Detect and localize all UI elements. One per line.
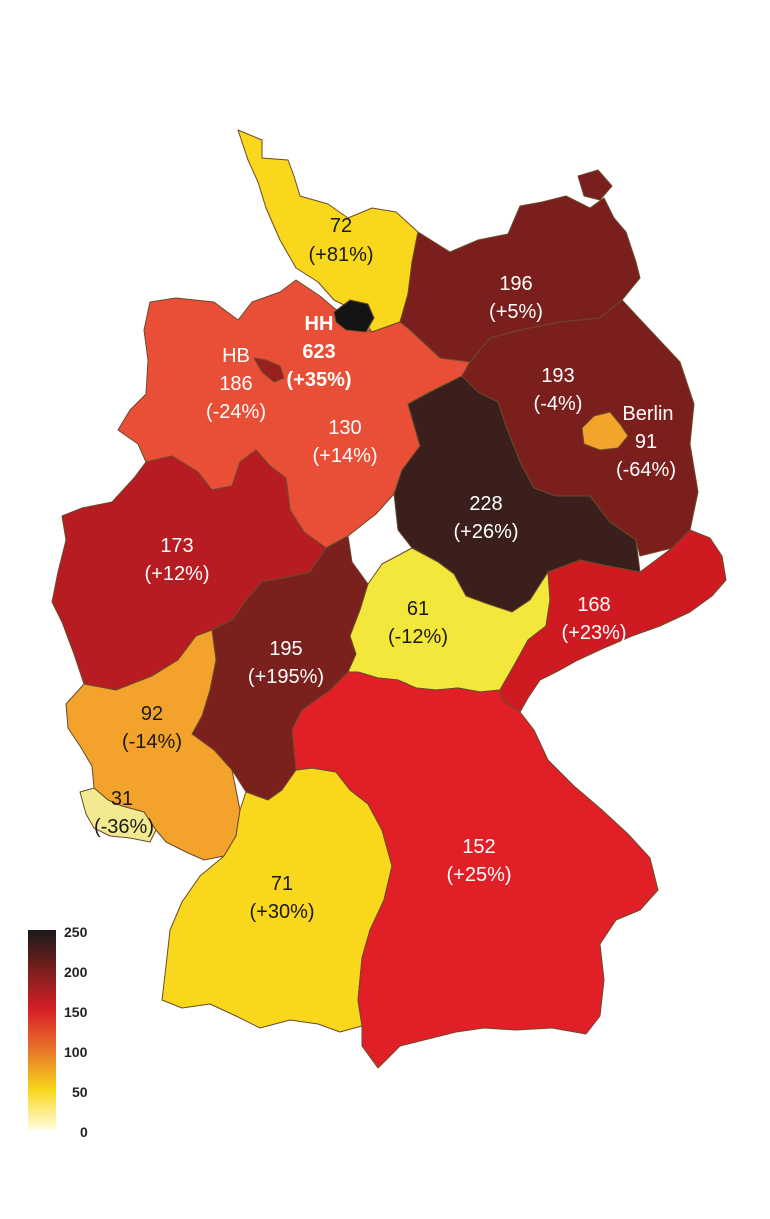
change-sachsen: (+23%) (561, 622, 626, 644)
label-saarland: 31 (-36%) (94, 788, 154, 838)
label-mecklenburg-vorpommern: 196 (+5%) (489, 273, 543, 323)
value-rheinland-pfalz: 92 (141, 703, 163, 725)
change-mecklenburg-vorpommern: (+5%) (489, 301, 543, 323)
value-schleswig-holstein: 72 (330, 215, 352, 237)
state-bayern (291, 671, 659, 1069)
value-berlin: 91 (635, 431, 657, 453)
abbr-hamburg: HH (305, 313, 334, 335)
state-sachsen (499, 529, 727, 713)
change-bayern: (+25%) (446, 864, 511, 886)
change-sachsen-anhalt: (+26%) (453, 521, 518, 543)
value-bremen: 186 (219, 373, 252, 395)
value-hamburg: 623 (302, 341, 335, 363)
value-bayern: 152 (462, 836, 495, 858)
label-berlin: Berlin 91 (-64%) (616, 403, 676, 481)
label-bremen: HB 186 (-24%) (206, 345, 266, 423)
change-rheinland-pfalz: (-14%) (122, 731, 182, 753)
change-nordrhein-westfalen: (+12%) (144, 563, 209, 585)
change-brandenburg: (-4%) (534, 393, 583, 415)
label-niedersachsen: 130 (+14%) (312, 417, 377, 467)
value-sachsen-anhalt: 228 (469, 493, 502, 515)
legend-tick-200: 200 (64, 964, 88, 980)
label-sachsen: 168 (+23%) (561, 594, 626, 644)
value-mecklenburg-vorpommern: 196 (499, 273, 532, 295)
label-bayern: 152 (+25%) (446, 836, 511, 886)
change-schleswig-holstein: (+81%) (308, 244, 373, 266)
state-niedersachsen (117, 279, 471, 549)
change-niedersachsen: (+14%) (312, 445, 377, 467)
color-scale-legend: 250 200 150 100 50 0 (28, 924, 88, 1140)
legend-tick-150: 150 (64, 1004, 88, 1020)
value-sachsen: 168 (577, 594, 610, 616)
value-niedersachsen: 130 (328, 417, 361, 439)
label-nordrhein-westfalen: 173 (+12%) (144, 535, 209, 585)
label-schleswig-holstein: 72 (+81%) (308, 215, 373, 266)
change-bremen: (-24%) (206, 401, 266, 423)
state-berlin (581, 411, 629, 451)
name-berlin: Berlin (622, 403, 673, 425)
label-baden-wuerttemberg: 71 (+30%) (249, 873, 314, 923)
change-saarland: (-36%) (94, 816, 154, 838)
legend-tick-50: 50 (72, 1084, 88, 1100)
legend-tick-250: 250 (64, 924, 88, 940)
value-brandenburg: 193 (541, 365, 574, 387)
state-saarland (79, 787, 157, 843)
change-baden-wuerttemberg: (+30%) (249, 901, 314, 923)
change-hessen: (+195%) (248, 666, 324, 688)
value-saarland: 31 (111, 788, 133, 810)
label-hamburg: HH 623 (+35%) (286, 313, 351, 391)
state-hamburg (333, 299, 375, 333)
label-rheinland-pfalz: 92 (-14%) (122, 703, 182, 753)
change-berlin: (-64%) (616, 459, 676, 481)
label-brandenburg: 193 (-4%) (534, 365, 583, 415)
legend-gradient-bar (28, 930, 56, 1130)
value-nordrhein-westfalen: 173 (160, 535, 193, 557)
abbr-bremen: HB (222, 345, 250, 367)
legend-tick-0: 0 (80, 1124, 88, 1140)
value-thueringen: 61 (407, 598, 429, 620)
value-baden-wuerttemberg: 71 (271, 873, 293, 895)
legend-tick-100: 100 (64, 1044, 88, 1060)
state-bremen (253, 357, 285, 383)
label-sachsen-anhalt: 228 (+26%) (453, 493, 518, 543)
change-thueringen: (-12%) (388, 626, 448, 648)
value-hessen: 195 (269, 638, 302, 660)
label-thueringen: 61 (-12%) (388, 598, 448, 648)
label-hessen: 195 (+195%) (248, 638, 324, 688)
change-hamburg: (+35%) (286, 369, 351, 391)
